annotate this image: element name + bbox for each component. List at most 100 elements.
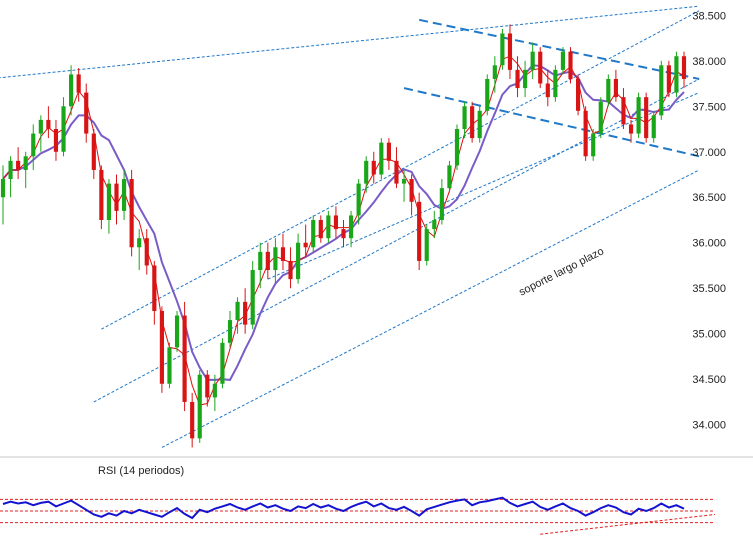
candle-body [99, 169, 104, 220]
candle [530, 42, 535, 79]
support-annotation: soporte largo plazo [517, 245, 606, 298]
candle-body [386, 142, 391, 161]
candle-body [311, 219, 316, 248]
candle [288, 247, 293, 289]
candle-body [38, 119, 43, 134]
candle [76, 68, 81, 102]
candle [84, 83, 89, 143]
candle [250, 260, 255, 330]
y-tick-label: 38.000 [692, 56, 726, 68]
candle [666, 60, 671, 98]
trendlines-layer [0, 5, 700, 448]
candle-body [432, 219, 437, 230]
candle-body [182, 315, 187, 402]
candle-body [454, 129, 460, 166]
candle [167, 342, 172, 389]
candle [674, 51, 679, 98]
candle-body [644, 97, 649, 139]
candle [409, 174, 414, 216]
rsi-panel [0, 496, 716, 535]
candle [182, 301, 187, 412]
candle-body [417, 201, 422, 261]
candle [432, 210, 437, 239]
candle [159, 306, 164, 393]
candle-body [621, 97, 626, 125]
candle-body [106, 183, 112, 220]
candle [439, 179, 444, 225]
candle [454, 124, 460, 170]
candle-body [137, 238, 142, 248]
candle-body [129, 179, 134, 248]
candle-body [212, 383, 217, 398]
candle-body [235, 301, 240, 321]
candle [371, 151, 376, 184]
candle-body [666, 65, 671, 93]
y-tick-label: 34.500 [692, 374, 726, 386]
candle [69, 65, 74, 116]
candle [144, 229, 149, 275]
candle-body [220, 342, 225, 384]
candle-body [470, 106, 475, 139]
candle [507, 24, 513, 79]
candle-body [280, 247, 286, 261]
candle [636, 92, 641, 139]
candle [99, 165, 104, 230]
candle-body [674, 56, 679, 93]
candle-body [61, 106, 66, 152]
candle-body [258, 251, 263, 271]
triangle-upper-trendline [418, 18, 700, 80]
candle [46, 106, 51, 139]
candle-body [530, 51, 535, 70]
candle [628, 119, 634, 143]
channel-mid-trendline [267, 92, 700, 280]
candle-body [0, 179, 6, 198]
candle-body [379, 142, 384, 175]
candle-body [227, 320, 233, 343]
candle [553, 65, 558, 102]
candle-body [303, 242, 308, 248]
candle [227, 310, 233, 348]
resistance-trendline [0, 5, 700, 79]
candle [394, 147, 399, 189]
y-tick-label: 34.000 [692, 420, 726, 432]
candle-body [659, 65, 664, 116]
candle [621, 88, 626, 130]
candle [523, 60, 528, 98]
candle [470, 101, 475, 143]
candle [0, 165, 6, 225]
candle-body [401, 179, 407, 184]
candle [462, 101, 467, 139]
candle [492, 56, 497, 93]
candle-body [31, 133, 36, 157]
candle [681, 51, 687, 89]
candle-body [16, 160, 21, 170]
candle [61, 97, 66, 157]
candle [485, 74, 490, 116]
annotations-layer: soporte largo plazo [517, 245, 606, 298]
candle-body [462, 106, 467, 130]
candle [212, 374, 217, 412]
candle-body [167, 347, 172, 384]
candle [296, 233, 301, 284]
candle-body [341, 229, 346, 239]
candle [651, 110, 656, 143]
candle [644, 92, 649, 143]
candle-body [273, 247, 278, 271]
candle [364, 156, 369, 193]
candle-body [84, 92, 89, 134]
candle [583, 106, 588, 161]
candle [598, 97, 603, 139]
candle [190, 392, 195, 448]
candle-body [492, 65, 497, 79]
candle-body [523, 69, 528, 89]
y-tick-label: 35.000 [692, 329, 726, 341]
candle-body [205, 374, 210, 398]
candle-body [356, 183, 361, 216]
candle-body [174, 315, 180, 348]
candle-body [515, 69, 520, 89]
candle-body [424, 229, 429, 261]
candle [303, 224, 308, 257]
candle [500, 28, 505, 70]
